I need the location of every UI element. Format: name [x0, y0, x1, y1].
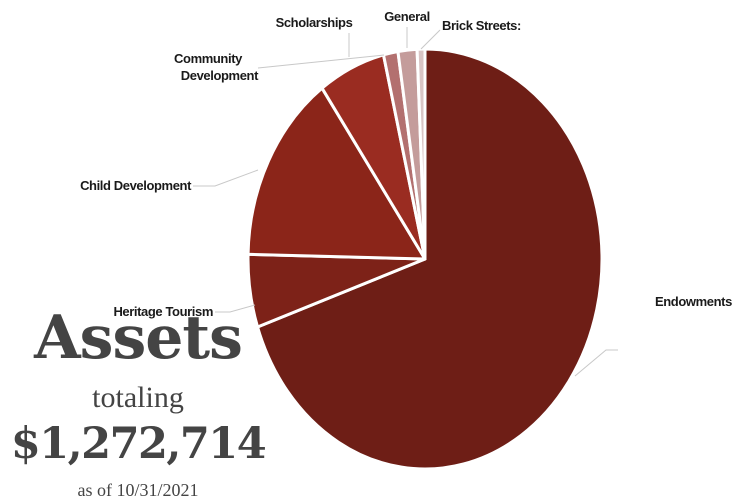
slice-label-community-development: Community Development — [174, 51, 259, 83]
leader-line-community-development — [257, 54, 385, 69]
leader-line-endowments — [574, 349, 618, 377]
leader-line-child-development — [193, 169, 259, 187]
pie-slice-endowments-0 — [256, 47, 604, 471]
slice-label-child-development: Child Development — [80, 178, 192, 193]
pie-slice-child-development-2 — [246, 86, 427, 261]
leader-line-brick-streets — [420, 29, 441, 50]
slice-label-heritage-tourism: Heritage Tourism — [113, 304, 213, 319]
leader-line-heritage-tourism — [215, 304, 256, 313]
slice-label-endowments: Endowments — [655, 294, 732, 309]
totaling-label: totaling — [92, 381, 184, 414]
slice-label-scholarships: Scholarships — [276, 15, 353, 30]
assets-title: Assets — [34, 303, 243, 373]
slice-label-brick-streets: Brick Streets: — [442, 18, 521, 33]
total-amount: $1,272,714 — [10, 419, 267, 469]
pie-slice-brick-streets-7 — [415, 47, 427, 261]
slice-label-general: General — [384, 9, 430, 24]
as-of-date: as of 10/31/2021 — [77, 480, 199, 500]
